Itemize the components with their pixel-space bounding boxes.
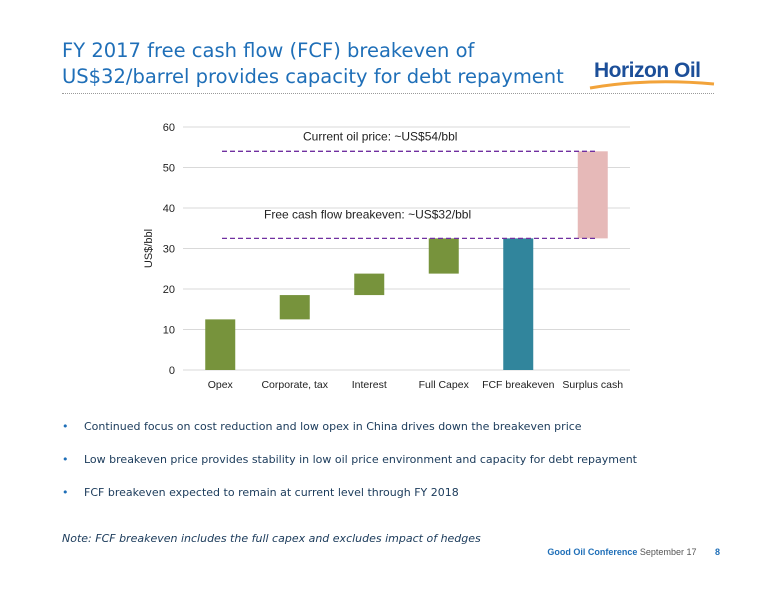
bar <box>503 238 534 370</box>
horizon-oil-logo: Horizon Oil <box>588 56 718 90</box>
bullet-icon: • <box>62 453 69 466</box>
bullet-text: FCF breakeven expected to remain at curr… <box>84 486 459 499</box>
bullet-icon: • <box>62 486 69 499</box>
slide-title-line-1: FY 2017 free cash flow (FCF) breakeven o… <box>62 39 475 62</box>
y-tick-label: 60 <box>163 122 175 134</box>
bar <box>205 319 236 370</box>
x-tick-label: Interest <box>352 379 387 391</box>
y-tick-label: 0 <box>169 365 175 377</box>
bullet-list: • Continued focus on cost reduction and l… <box>62 420 742 519</box>
y-tick-label: 10 <box>163 325 175 337</box>
bar <box>279 295 310 320</box>
conference-name: Good Oil Conference <box>547 547 638 557</box>
x-tick-label: Surplus cash <box>562 379 623 391</box>
slide-footer: Good Oil Conference September 17 8 <box>547 547 720 557</box>
slide-title-line-2: US$32/barrel provides capacity for debt … <box>62 65 564 88</box>
waterfall-chart: 0 10 20 30 40 50 60 US$/bbl Opex Corporate, tax In… <box>143 122 630 391</box>
y-axis-label: US$/bbl <box>143 229 155 268</box>
y-tick-label: 30 <box>163 244 175 256</box>
logo-text: Horizon Oil <box>594 59 701 82</box>
footnote: Note: FCF breakeven includes the full ca… <box>62 532 481 545</box>
x-tick-label: Opex <box>208 379 234 391</box>
bullet-text: Continued focus on cost reduction and lo… <box>84 420 582 433</box>
bar <box>577 151 608 239</box>
x-tick-label: Full Capex <box>419 379 470 391</box>
reference-line-label: Free cash flow breakeven: ~US$32/bbl <box>264 207 471 221</box>
bullet-text: Low breakeven price provides stability i… <box>84 453 637 466</box>
reference-line-label: Current oil price: ~US$54/bbl <box>303 129 457 143</box>
x-tick-label: Corporate, tax <box>261 379 328 391</box>
page-number: 8 <box>714 547 720 557</box>
conference-date: September 17 <box>639 547 697 557</box>
slide-title: FY 2017 free cash flow (FCF) breakeven o… <box>62 38 582 90</box>
title-divider <box>62 93 714 94</box>
y-tick-label: 20 <box>163 284 175 296</box>
bullet-icon: • <box>62 420 69 433</box>
y-tick-label: 40 <box>163 203 175 215</box>
bar <box>354 273 385 296</box>
bullet-item: • Continued focus on cost reduction and l… <box>62 420 742 434</box>
logo-swoosh-icon <box>589 80 715 90</box>
y-tick-label: 50 <box>163 163 175 175</box>
bullet-item: • Low breakeven price provides stability … <box>62 453 742 467</box>
bar <box>428 238 459 274</box>
bullet-item: • FCF breakeven expected to remain at cur… <box>62 486 742 500</box>
x-tick-label: FCF breakeven <box>482 379 555 391</box>
